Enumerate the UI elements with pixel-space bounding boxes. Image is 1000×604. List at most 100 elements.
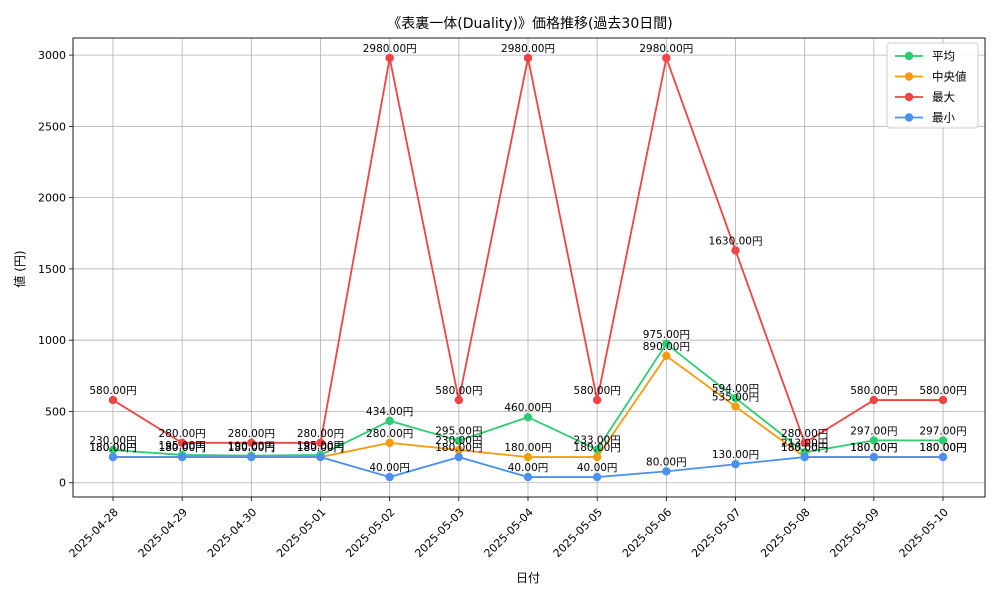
legend-swatch-marker — [904, 51, 914, 61]
data-label: 580.00円 — [574, 385, 621, 397]
y-tick-label: 3000 — [38, 49, 66, 62]
data-label: 180.00円 — [850, 442, 897, 454]
data-label: 180.00円 — [297, 442, 344, 454]
data-label: 180.00円 — [919, 442, 966, 454]
data-label: 180.00円 — [228, 442, 275, 454]
x-tick-label: 2025-05-09 — [827, 506, 881, 560]
data-label: 180.00円 — [919, 442, 966, 454]
data-point — [662, 351, 671, 361]
x-tick-label: 2025-04-28 — [67, 506, 121, 560]
data-point — [523, 412, 533, 422]
data-label: 180.00円 — [781, 442, 828, 454]
x-tick-label: 2025-05-07 — [689, 506, 743, 560]
data-label: 580.00円 — [435, 385, 482, 397]
data-point — [454, 395, 464, 405]
data-point — [938, 452, 948, 462]
data-point — [454, 452, 464, 462]
data-point — [247, 438, 256, 448]
data-label: 580.00円 — [919, 385, 966, 397]
data-point — [662, 339, 671, 348]
data-point — [731, 393, 740, 403]
data-label: 180.00円 — [504, 442, 551, 454]
data-point — [869, 395, 879, 405]
data-label: 233.00円 — [574, 435, 621, 447]
data-label: 40.00円 — [577, 462, 618, 474]
data-label: 295.00円 — [435, 426, 482, 438]
data-label: 1630.00円 — [709, 235, 763, 247]
data-point — [454, 436, 464, 445]
data-label: 280.00円 — [159, 428, 206, 440]
data-point — [592, 452, 602, 462]
data-point — [523, 53, 533, 63]
data-label: 280.00円 — [297, 428, 344, 440]
data-label: 40.00円 — [369, 462, 410, 474]
legend-label: 最大 — [932, 90, 955, 104]
data-label: 180.00円 — [781, 442, 828, 454]
axes: 2025-04-28 2025-04-29 2025-04-30 2025-05-01… — [38, 37, 986, 560]
data-point — [316, 438, 325, 448]
x-tick-label: 2025-05-10 — [897, 506, 951, 560]
x-tick-label: 2025-05-08 — [758, 506, 812, 560]
legend-swatch-marker — [904, 92, 914, 102]
data-point — [800, 438, 809, 448]
data-label: 180.00円 — [850, 442, 897, 454]
data-point — [731, 246, 740, 255]
plot-frame — [72, 37, 986, 498]
data-label: 580.00円 — [850, 385, 897, 397]
data-point — [592, 395, 602, 405]
data-point — [523, 472, 533, 482]
y-tick-label: 2500 — [38, 120, 66, 133]
legend-swatch-marker — [904, 72, 914, 81]
data-label: 2980.00円 — [363, 43, 417, 55]
data-label: 230.00円 — [435, 435, 482, 447]
data-point — [592, 472, 602, 482]
data-point — [385, 472, 394, 482]
data-point — [177, 438, 187, 448]
y-tick-label: 2000 — [38, 192, 66, 205]
data-label: 280.00円 — [781, 428, 828, 440]
data-point — [108, 452, 118, 462]
data-point — [938, 436, 948, 445]
data-label: 460.00円 — [504, 402, 551, 414]
data-label: 2980.00円 — [639, 43, 693, 55]
data-point — [316, 452, 325, 462]
data-label: 180.00円 — [297, 442, 344, 454]
data-label: 434.00円 — [366, 406, 413, 418]
data-point — [938, 395, 948, 405]
data-point — [731, 460, 740, 469]
data-label: 975.00円 — [643, 329, 690, 341]
data-label: 80.00円 — [646, 456, 687, 468]
data-point — [800, 452, 809, 462]
data-label: 213.00円 — [781, 437, 828, 449]
data-label: 195.00円 — [159, 440, 206, 452]
data-point — [247, 452, 256, 462]
data-point — [108, 445, 118, 455]
data-label: 180.00円 — [89, 442, 136, 454]
data-label: 180.00円 — [159, 442, 206, 454]
data-label: 180.00円 — [574, 442, 621, 454]
x-tick-label: 2025-05-03 — [412, 506, 466, 560]
data-label: 230.00円 — [89, 435, 136, 447]
data-label: 190.00円 — [228, 441, 275, 453]
data-point — [869, 452, 879, 462]
data-label: 594.00円 — [712, 383, 759, 395]
data-point — [385, 438, 394, 448]
data-point — [108, 395, 118, 405]
legend-swatch-marker — [904, 113, 914, 122]
data-label: 195.00円 — [297, 440, 344, 452]
x-tick-label: 2025-05-01 — [274, 506, 328, 560]
data-label: 535.00円 — [712, 391, 759, 403]
x-tick-label: 2025-05-06 — [620, 506, 674, 560]
legend-label: 平均 — [932, 49, 955, 63]
legend-label: 中央値 — [932, 70, 967, 84]
data-label: 180.00円 — [435, 442, 482, 454]
x-tick-label: 2025-04-30 — [205, 506, 259, 560]
data-point — [177, 452, 187, 462]
y-tick-label: 0 — [59, 477, 66, 490]
data-label: 580.00円 — [89, 385, 136, 397]
data-point — [385, 53, 394, 63]
data-point — [385, 416, 394, 426]
data-labels: 230.00円 195.00円 190.00円 195.00円 434.00円 295.0… — [89, 43, 966, 474]
